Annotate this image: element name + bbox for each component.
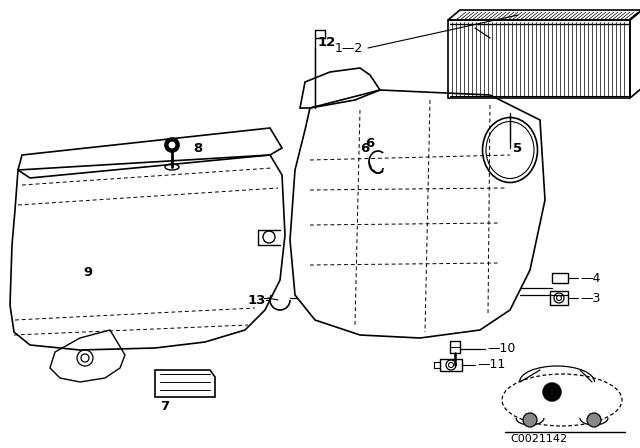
Text: —4: —4 bbox=[580, 271, 600, 284]
Text: —11: —11 bbox=[477, 358, 505, 371]
Circle shape bbox=[168, 141, 176, 149]
Circle shape bbox=[543, 383, 561, 401]
Text: 6: 6 bbox=[365, 137, 374, 150]
Text: 7: 7 bbox=[160, 400, 169, 413]
Text: 5: 5 bbox=[513, 142, 522, 155]
Circle shape bbox=[165, 138, 179, 152]
Text: C0021142: C0021142 bbox=[510, 434, 567, 444]
Text: 1—2: 1—2 bbox=[335, 42, 363, 55]
Circle shape bbox=[587, 413, 601, 427]
Text: 6: 6 bbox=[360, 142, 370, 155]
Circle shape bbox=[523, 413, 537, 427]
Text: 12: 12 bbox=[318, 35, 336, 48]
Text: —10: —10 bbox=[487, 343, 515, 356]
Text: 8: 8 bbox=[193, 142, 202, 155]
Text: 9: 9 bbox=[83, 266, 93, 279]
Text: —3: —3 bbox=[580, 292, 600, 305]
Text: 13: 13 bbox=[248, 293, 266, 306]
